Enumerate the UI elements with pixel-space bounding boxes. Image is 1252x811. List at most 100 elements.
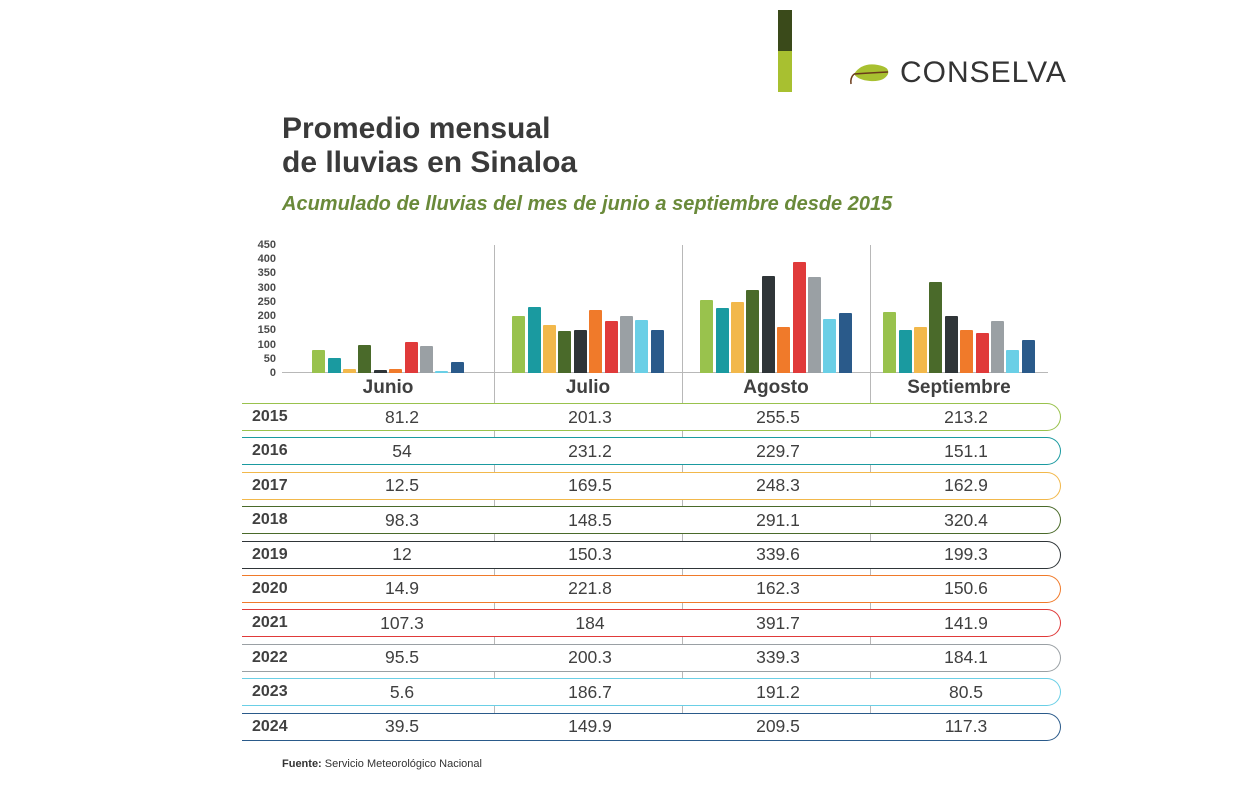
value-cell: 141.9 — [872, 613, 1060, 634]
value-cell: 209.5 — [684, 716, 872, 737]
bar-group-septiembre — [883, 245, 1035, 373]
title-line-1: Promedio mensual — [282, 112, 892, 146]
y-tick-label: 100 — [258, 339, 282, 351]
year-label: 2024 — [242, 718, 308, 736]
y-tick-label: 400 — [258, 253, 282, 265]
bar-2018-junio — [358, 345, 371, 373]
month-label-junio: Junio — [363, 377, 414, 399]
table-pill: 201581.2201.3255.5213.2 — [242, 403, 1061, 431]
bar-2020-septiembre — [960, 330, 973, 373]
table-row: 202439.5149.9209.5117.3 — [242, 710, 1042, 744]
year-label: 2016 — [242, 442, 308, 460]
value-cell: 169.5 — [496, 475, 684, 496]
table-row: 202014.9221.8162.3150.6 — [242, 572, 1042, 606]
value-cell: 39.5 — [308, 716, 496, 737]
value-cell: 231.2 — [496, 441, 684, 462]
table-pill: 201912150.3339.6199.3 — [242, 541, 1061, 569]
bar-2015-junio — [312, 350, 325, 373]
table-pill: 202295.5200.3339.3184.1 — [242, 644, 1061, 672]
value-cell: 201.3 — [496, 407, 684, 428]
source-footer: Fuente: Servicio Meteorológico Nacional — [282, 758, 482, 770]
value-cell: 162.3 — [684, 578, 872, 599]
value-cell: 255.5 — [684, 407, 872, 428]
bar-2021-agosto — [793, 262, 806, 373]
value-cell: 150.6 — [872, 578, 1060, 599]
value-cell: 151.1 — [872, 441, 1060, 462]
bar-2016-agosto — [716, 308, 729, 373]
header-accent-bars — [778, 10, 792, 92]
bar-2018-agosto — [746, 290, 759, 373]
bar-2022-julio — [620, 316, 633, 373]
value-cell: 184.1 — [872, 647, 1060, 668]
y-tick-label: 250 — [258, 296, 282, 308]
value-cell: 107.3 — [308, 613, 496, 634]
value-cell: 339.3 — [684, 647, 872, 668]
value-cell: 148.5 — [496, 510, 684, 531]
year-label: 2022 — [242, 649, 308, 667]
bar-2018-septiembre — [929, 282, 942, 373]
value-cell: 339.6 — [684, 544, 872, 565]
bar-group-julio — [512, 245, 664, 373]
month-label-septiembre: Septiembre — [907, 377, 1010, 399]
year-label: 2020 — [242, 580, 308, 598]
table-pill: 202014.9221.8162.3150.6 — [242, 575, 1061, 603]
table-row: 201712.5169.5248.3162.9 — [242, 469, 1042, 503]
table-row: 20235.6186.7191.280.5 — [242, 675, 1042, 709]
table-pill: 201898.3148.5291.1320.4 — [242, 506, 1061, 534]
year-label: 2019 — [242, 546, 308, 564]
year-label: 2017 — [242, 477, 308, 495]
value-cell: 213.2 — [872, 407, 1060, 428]
value-cell: 95.5 — [308, 647, 496, 668]
brand-logo: CONSELVA — [848, 56, 1067, 90]
source-text: Servicio Meteorológico Nacional — [325, 758, 482, 770]
bar-2017-agosto — [731, 302, 744, 373]
year-label: 2015 — [242, 408, 308, 426]
year-label: 2023 — [242, 683, 308, 701]
value-cell: 391.7 — [684, 613, 872, 634]
y-tick-label: 50 — [264, 353, 282, 365]
value-cell: 81.2 — [308, 407, 496, 428]
value-cell: 14.9 — [308, 578, 496, 599]
table-row: 202295.5200.3339.3184.1 — [242, 641, 1042, 675]
bar-2017-junio — [343, 369, 356, 373]
value-cell: 12.5 — [308, 475, 496, 496]
bar-2022-agosto — [808, 277, 821, 374]
bar-2017-septiembre — [914, 327, 927, 373]
bar-2019-septiembre — [945, 316, 958, 373]
y-tick-label: 350 — [258, 267, 282, 279]
leaf-icon — [848, 60, 892, 86]
bar-2021-septiembre — [976, 333, 989, 373]
table-pill: 20235.6186.7191.280.5 — [242, 678, 1061, 706]
data-table: 201581.2201.3255.5213.2201654231.2229.71… — [242, 400, 1042, 744]
value-cell: 291.1 — [684, 510, 872, 531]
value-cell: 54 — [308, 441, 496, 462]
bar-2019-julio — [574, 330, 587, 373]
bar-2024-agosto — [839, 313, 852, 373]
value-cell: 191.2 — [684, 682, 872, 703]
value-cell: 150.3 — [496, 544, 684, 565]
table-pill: 202439.5149.9209.5117.3 — [242, 713, 1061, 741]
value-cell: 229.7 — [684, 441, 872, 462]
bar-2023-julio — [635, 320, 648, 373]
bar-2016-septiembre — [899, 330, 912, 373]
bar-group-junio — [312, 245, 464, 373]
title-line-2: de lluvias en Sinaloa — [282, 146, 892, 180]
year-label: 2018 — [242, 511, 308, 529]
bar-2015-agosto — [700, 300, 713, 373]
brand-name: CONSELVA — [900, 56, 1067, 90]
bar-2023-junio — [435, 371, 448, 373]
table-row: 201912150.3339.6199.3 — [242, 538, 1042, 572]
table-row: 2021107.3184391.7141.9 — [242, 606, 1042, 640]
bar-2020-junio — [389, 369, 402, 373]
value-cell: 320.4 — [872, 510, 1060, 531]
year-label: 2021 — [242, 614, 308, 632]
bar-2023-agosto — [823, 319, 836, 373]
month-label-julio: Julio — [566, 377, 610, 399]
value-cell: 186.7 — [496, 682, 684, 703]
bar-2018-julio — [558, 331, 571, 373]
bar-2019-junio — [374, 370, 387, 373]
month-label-agosto: Agosto — [743, 377, 808, 399]
table-pill: 201654231.2229.7151.1 — [242, 437, 1061, 465]
bar-2020-agosto — [777, 327, 790, 373]
value-cell: 80.5 — [872, 682, 1060, 703]
